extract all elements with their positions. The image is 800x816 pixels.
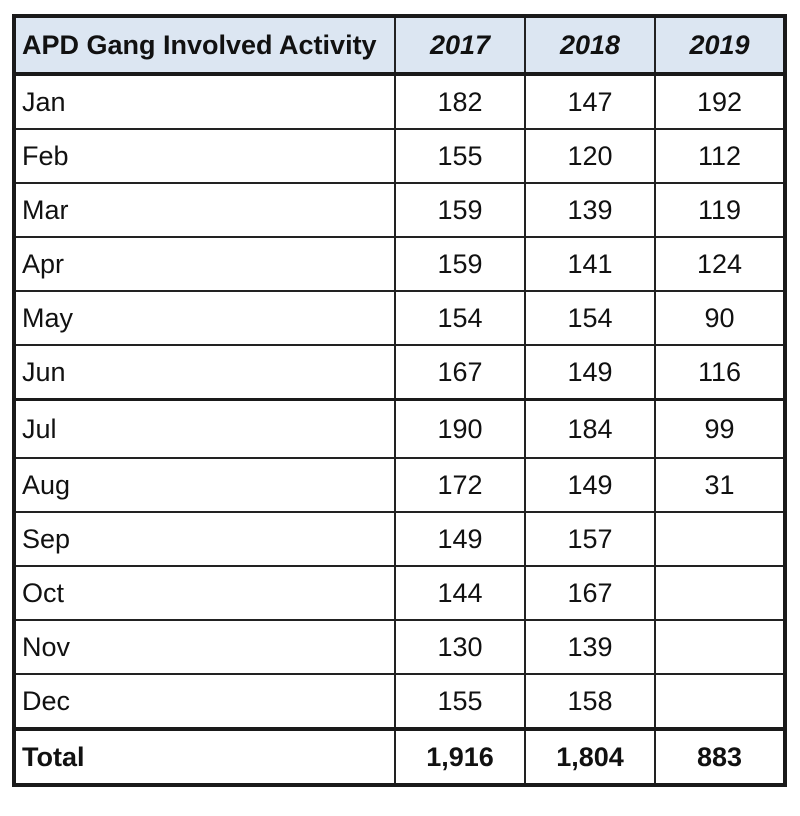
month-cell: Sep (13, 511, 396, 567)
header-title: APD Gang Involved Activity (13, 15, 396, 76)
value-cell-2019: 31 (654, 457, 786, 513)
month-cell: May (13, 290, 396, 346)
value-cell-2019 (654, 511, 786, 567)
header-row: APD Gang Involved Activity 2017 2018 201… (13, 15, 786, 76)
value-cell-2018: 149 (524, 344, 656, 401)
value-cell-2018: 141 (524, 236, 656, 292)
value-cell-2019: 119 (654, 182, 786, 238)
total-row: Total 1,916 1,804 883 (13, 727, 786, 786)
total-2017: 1,916 (394, 727, 526, 786)
value-cell-2018: 154 (524, 290, 656, 346)
value-cell-2017: 130 (394, 619, 526, 675)
month-cell: Nov (13, 619, 396, 675)
month-cell: Mar (13, 182, 396, 238)
value-cell-2018: 157 (524, 511, 656, 567)
table-row: Feb 155 120 112 (13, 128, 786, 184)
table-footer: Total 1,916 1,804 883 (13, 727, 786, 786)
value-cell-2017: 159 (394, 236, 526, 292)
table-row: Jun 167 149 116 (13, 344, 786, 401)
table-row: Apr 159 141 124 (13, 236, 786, 292)
month-cell: Dec (13, 673, 396, 730)
table-row: Jul 190 184 99 (13, 398, 786, 459)
month-cell: Feb (13, 128, 396, 184)
value-cell-2018: 139 (524, 619, 656, 675)
value-cell-2019: 99 (654, 398, 786, 459)
total-2019: 883 (654, 727, 786, 786)
header-year-2017: 2017 (394, 15, 526, 76)
value-cell-2017: 167 (394, 344, 526, 401)
table-row: Mar 159 139 119 (13, 182, 786, 238)
value-cell-2018: 139 (524, 182, 656, 238)
table-body: Jan 182 147 192 Feb 155 120 112 Mar 159 139 119 Apr 1… (13, 73, 786, 730)
value-cell-2019: 124 (654, 236, 786, 292)
value-cell-2019: 90 (654, 290, 786, 346)
table-row: Sep 149 157 (13, 511, 786, 567)
value-cell-2019 (654, 619, 786, 675)
value-cell-2019 (654, 565, 786, 621)
value-cell-2017: 154 (394, 290, 526, 346)
gang-activity-table: APD Gang Involved Activity 2017 2018 201… (12, 14, 787, 787)
value-cell-2017: 172 (394, 457, 526, 513)
value-cell-2019: 116 (654, 344, 786, 401)
header-year-2018: 2018 (524, 15, 656, 76)
month-cell: Apr (13, 236, 396, 292)
table-row: Jan 182 147 192 (13, 73, 786, 130)
month-cell: Oct (13, 565, 396, 621)
table-row: Dec 155 158 (13, 673, 786, 730)
value-cell-2018: 184 (524, 398, 656, 459)
value-cell-2017: 159 (394, 182, 526, 238)
value-cell-2018: 147 (524, 73, 656, 130)
value-cell-2017: 144 (394, 565, 526, 621)
value-cell-2018: 149 (524, 457, 656, 513)
value-cell-2019 (654, 673, 786, 730)
value-cell-2017: 182 (394, 73, 526, 130)
value-cell-2017: 149 (394, 511, 526, 567)
header-year-2019: 2019 (654, 15, 786, 76)
value-cell-2017: 190 (394, 398, 526, 459)
value-cell-2018: 167 (524, 565, 656, 621)
month-cell: Jul (13, 398, 396, 459)
value-cell-2017: 155 (394, 128, 526, 184)
table-row: May 154 154 90 (13, 290, 786, 346)
value-cell-2018: 158 (524, 673, 656, 730)
total-2018: 1,804 (524, 727, 656, 786)
table-row: Aug 172 149 31 (13, 457, 786, 513)
total-label: Total (13, 727, 396, 786)
value-cell-2019: 112 (654, 128, 786, 184)
month-cell: Aug (13, 457, 396, 513)
table-row: Oct 144 167 (13, 565, 786, 621)
table-row: Nov 130 139 (13, 619, 786, 675)
month-cell: Jun (13, 344, 396, 401)
table-header: APD Gang Involved Activity 2017 2018 201… (13, 15, 786, 76)
value-cell-2018: 120 (524, 128, 656, 184)
value-cell-2017: 155 (394, 673, 526, 730)
value-cell-2019: 192 (654, 73, 786, 130)
month-cell: Jan (13, 73, 396, 130)
